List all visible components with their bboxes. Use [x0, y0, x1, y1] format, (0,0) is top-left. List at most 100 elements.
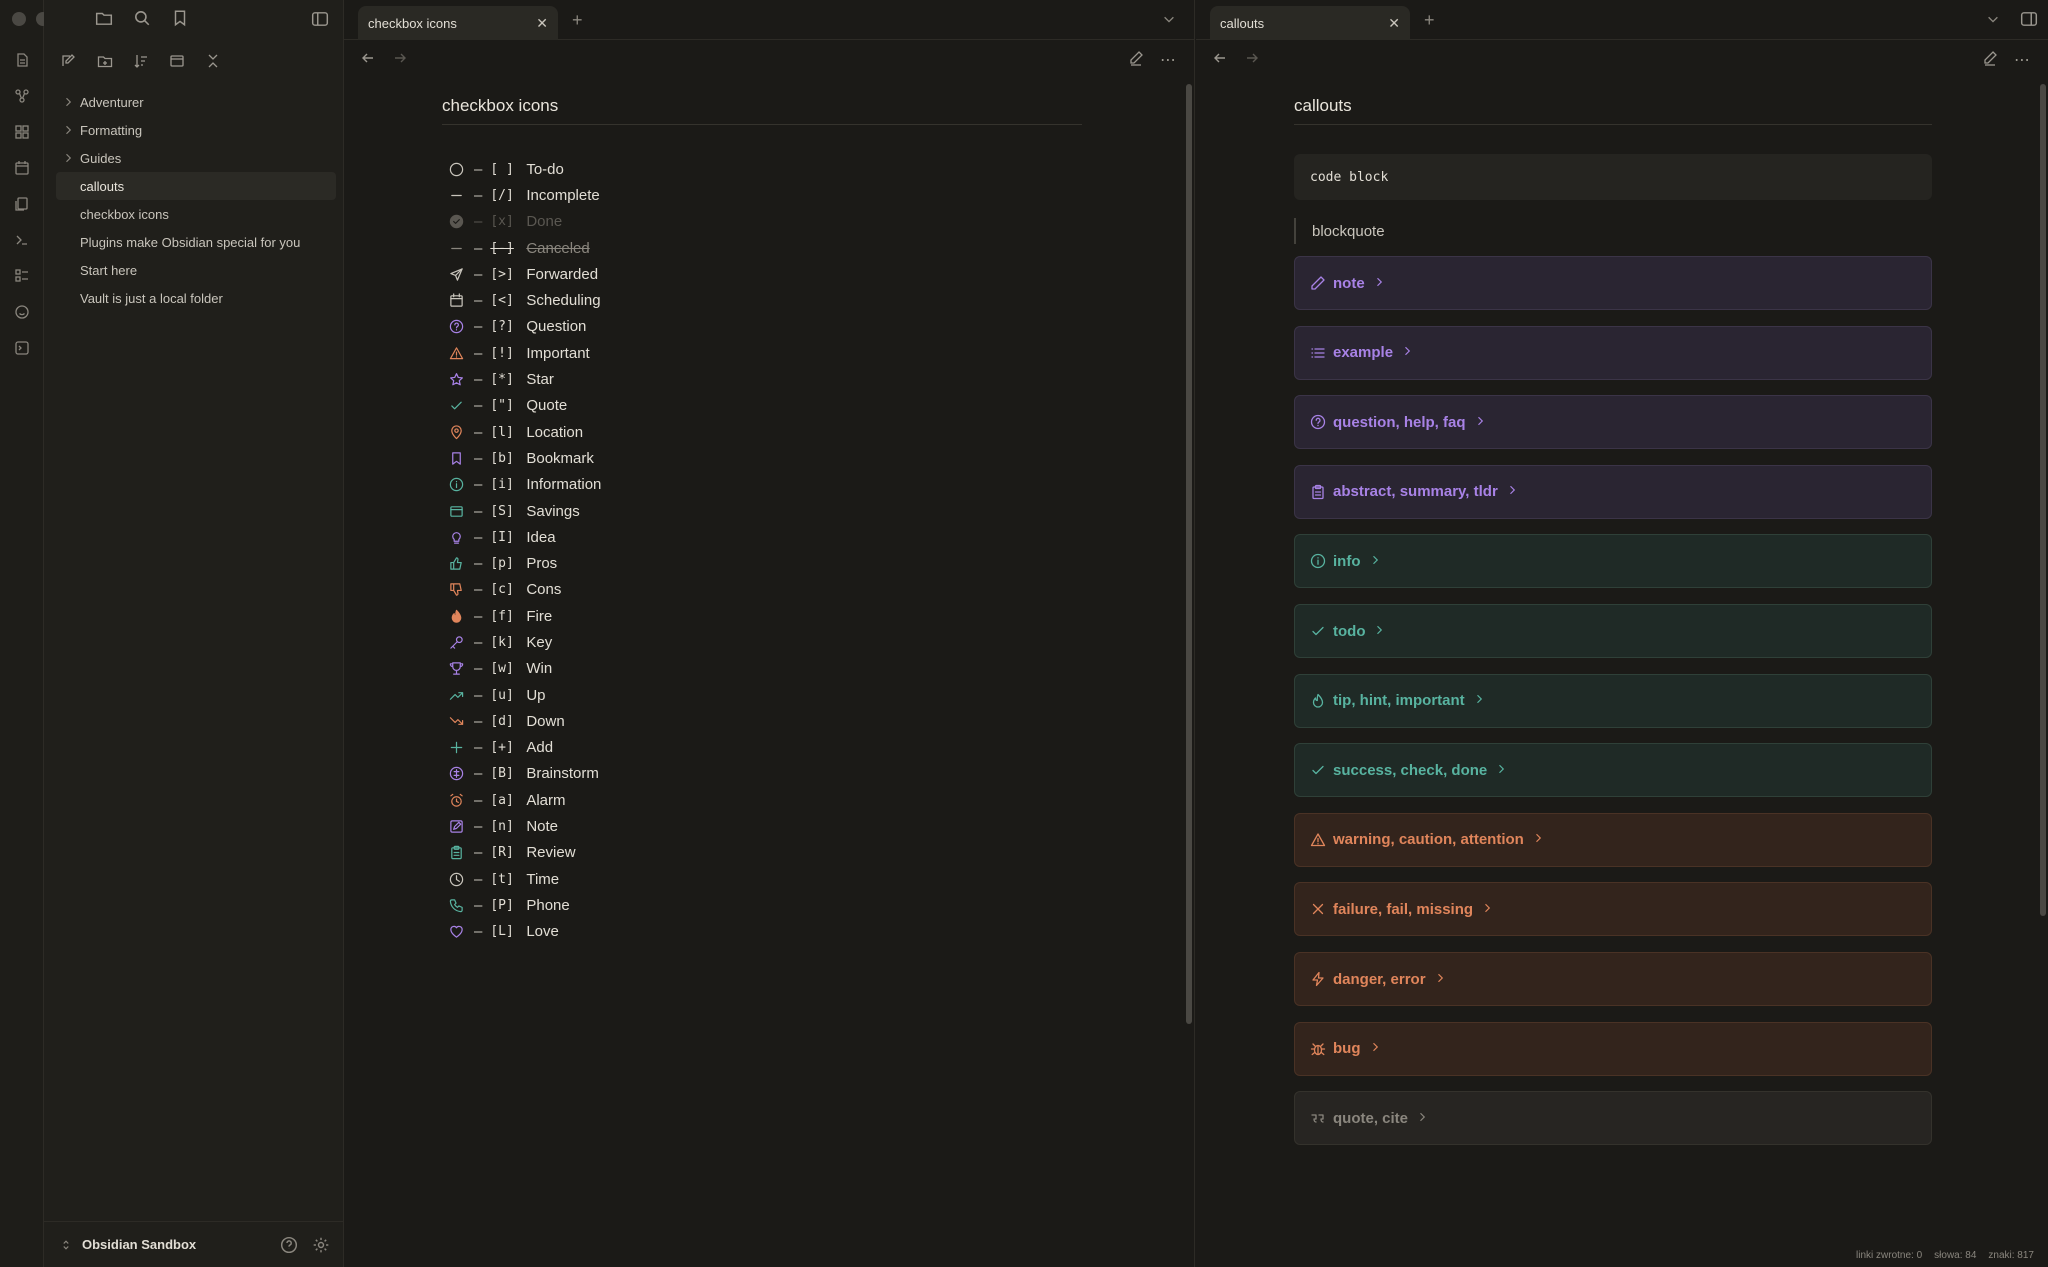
- collapse-all-icon[interactable]: [204, 52, 222, 70]
- chevron-right-icon[interactable]: [62, 96, 74, 111]
- tab-checkbox-icons[interactable]: checkbox icons ✕: [358, 6, 558, 40]
- terminal-icon[interactable]: [12, 230, 32, 250]
- callout-box[interactable]: bug: [1294, 1021, 1932, 1076]
- warning-icon[interactable]: [448, 345, 464, 361]
- search-icon[interactable]: [132, 8, 152, 28]
- trend-up-icon[interactable]: [448, 687, 464, 703]
- chevron-right-icon[interactable]: [1373, 623, 1385, 640]
- canvas-icon[interactable]: [12, 122, 32, 142]
- vault-name[interactable]: Obsidian Sandbox: [82, 1237, 197, 1252]
- chevron-right-icon[interactable]: [1506, 483, 1518, 500]
- scrollbar[interactable]: [1186, 84, 1192, 1024]
- note-icon[interactable]: [448, 819, 464, 835]
- forward-arrow-icon[interactable]: [1244, 50, 1260, 71]
- file-item[interactable]: Plugins make Obsidian special for you: [56, 228, 336, 256]
- vault-switcher[interactable]: Obsidian Sandbox: [44, 1221, 344, 1267]
- vault-chevron-icon[interactable]: [60, 1239, 72, 1251]
- sidebar-toggle-icon[interactable]: [311, 10, 329, 33]
- chevron-right-icon[interactable]: [1495, 762, 1507, 779]
- chevron-right-icon[interactable]: [1473, 692, 1485, 709]
- close-tab-icon[interactable]: ✕: [536, 14, 548, 31]
- outline-icon[interactable]: [12, 266, 32, 286]
- edit-mode-icon[interactable]: [1982, 50, 1998, 71]
- chevron-right-icon[interactable]: [62, 124, 74, 139]
- tab-callouts[interactable]: callouts ✕: [1210, 6, 1410, 40]
- settings-gear-icon[interactable]: [312, 1236, 330, 1254]
- savings-icon[interactable]: [448, 503, 464, 519]
- folder-item[interactable]: Guides: [56, 144, 336, 172]
- open-quick-switcher-icon[interactable]: [12, 50, 32, 70]
- callout-box[interactable]: question, help, faq: [1294, 395, 1932, 450]
- templates-icon[interactable]: [12, 194, 32, 214]
- brainstorm-icon[interactable]: [448, 766, 464, 782]
- chevron-right-icon[interactable]: [1401, 344, 1413, 361]
- callout-box[interactable]: danger, error: [1294, 952, 1932, 1006]
- calendar-icon[interactable]: [448, 293, 464, 309]
- graph-view-icon[interactable]: [12, 86, 32, 106]
- new-tab-icon[interactable]: +: [572, 10, 583, 30]
- callout-box[interactable]: example: [1294, 325, 1932, 380]
- forward-arrow-icon[interactable]: [392, 50, 408, 71]
- folder-item[interactable]: Formatting: [56, 116, 336, 144]
- question-icon[interactable]: [448, 319, 464, 335]
- tab-list-chevron-icon[interactable]: [1162, 12, 1176, 31]
- calendar-icon[interactable]: [12, 158, 32, 178]
- folder-icon[interactable]: [94, 8, 114, 28]
- smiley-icon[interactable]: [12, 302, 32, 322]
- scrollbar[interactable]: [2040, 84, 2046, 916]
- callout-box[interactable]: failure, fail, missing: [1294, 882, 1932, 937]
- chevron-right-icon[interactable]: [1434, 971, 1446, 988]
- bookmark-icon[interactable]: [448, 450, 464, 466]
- check-circle-icon[interactable]: [448, 214, 464, 230]
- callout-box[interactable]: note: [1294, 256, 1932, 310]
- trend-down-icon[interactable]: [448, 713, 464, 729]
- fire-icon[interactable]: [448, 608, 464, 624]
- pin-icon[interactable]: [448, 424, 464, 440]
- chevron-right-icon[interactable]: [1416, 1110, 1428, 1127]
- clock-icon[interactable]: [448, 871, 464, 887]
- callout-box[interactable]: tip, hint, important: [1294, 673, 1932, 728]
- check-icon[interactable]: [448, 398, 464, 414]
- lightbulb-icon[interactable]: [448, 529, 464, 545]
- chevron-right-icon[interactable]: [62, 152, 74, 167]
- key-icon[interactable]: [448, 634, 464, 650]
- file-item[interactable]: Vault is just a local folder: [56, 284, 336, 312]
- more-options-icon[interactable]: ⋯: [2014, 52, 2030, 69]
- thumbs-up-icon[interactable]: [448, 556, 464, 572]
- thumbs-down-icon[interactable]: [448, 582, 464, 598]
- file-item[interactable]: callouts: [56, 172, 336, 200]
- back-arrow-icon[interactable]: [360, 50, 376, 71]
- chevron-right-icon[interactable]: [1474, 414, 1486, 431]
- send-icon[interactable]: [448, 266, 464, 282]
- right-sidebar-toggle-icon[interactable]: [2020, 10, 2038, 33]
- new-note-icon[interactable]: [60, 52, 78, 70]
- clipboard-icon[interactable]: [448, 845, 464, 861]
- file-item[interactable]: checkbox icons: [56, 200, 336, 228]
- plus-icon[interactable]: [448, 740, 464, 756]
- help-icon[interactable]: [280, 1236, 298, 1254]
- callout-box[interactable]: success, check, done: [1294, 743, 1932, 798]
- trophy-icon[interactable]: [448, 661, 464, 677]
- chevron-right-icon[interactable]: [1481, 901, 1493, 918]
- sort-icon[interactable]: [132, 52, 150, 70]
- edit-mode-icon[interactable]: [1128, 50, 1144, 71]
- file-item[interactable]: Start here: [56, 256, 336, 284]
- callout-box[interactable]: todo: [1294, 604, 1932, 658]
- auto-reveal-icon[interactable]: [168, 52, 186, 70]
- chevron-right-icon[interactable]: [1373, 275, 1385, 292]
- new-tab-icon[interactable]: +: [1424, 10, 1435, 30]
- info-icon[interactable]: [448, 477, 464, 493]
- close-window-button[interactable]: [12, 12, 26, 26]
- callout-box[interactable]: abstract, summary, tldr: [1294, 464, 1932, 519]
- callout-box[interactable]: warning, caution, attention: [1294, 812, 1932, 867]
- tab-list-chevron-icon[interactable]: [1986, 12, 2000, 31]
- callout-box[interactable]: quote, cite: [1294, 1091, 1932, 1146]
- bookmark-icon[interactable]: [170, 8, 190, 28]
- console-icon[interactable]: [12, 338, 32, 358]
- new-folder-icon[interactable]: [96, 52, 114, 70]
- close-tab-icon[interactable]: ✕: [1388, 14, 1400, 31]
- chevron-right-icon[interactable]: [1369, 553, 1381, 570]
- minus-icon[interactable]: [448, 240, 464, 256]
- minus-icon[interactable]: [448, 187, 464, 203]
- chevron-right-icon[interactable]: [1532, 831, 1544, 848]
